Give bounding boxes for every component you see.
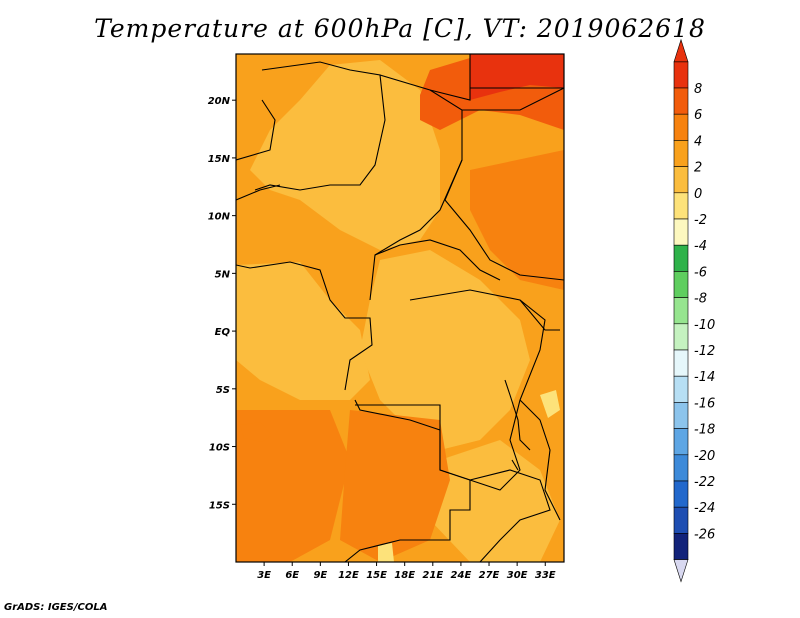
colorbar-segment [673,61,689,89]
lon-tick-label: 24E [451,570,472,581]
lat-tick-label: 15N [208,154,231,165]
warmer-zone-south [340,410,450,562]
lat-tick-label: 5N [215,269,231,280]
colorbar-segment [673,454,689,482]
cool-zone-central [250,60,440,250]
colorbar-label: 0 [694,187,702,202]
colorbar-segment [673,375,689,403]
country-borders [236,54,564,562]
lon-tick-label: 6E [285,570,299,581]
colorbar-label: -8 [694,292,707,307]
lon-tick-label: 9E [313,570,327,581]
colorbar-label: 8 [694,82,702,97]
warmer-zone-east [470,150,564,290]
colorbar-segment [673,349,689,377]
colorbar-label: 2 [694,161,702,176]
cool-patch-east [540,390,560,418]
colorbar-label: -22 [694,475,715,490]
colorbar-label: 6 [694,108,702,123]
colorbar-segment [673,218,689,246]
colorbar-segment [673,192,689,220]
lat-tick-label: EQ [215,327,231,338]
colorbar: 8 6 4 2 0 -2 -4 -6 -8 -10 -12 -14 -16 -18 -20 -22 -24 -26 [673,38,715,583]
colorbar-label: -26 [694,527,715,542]
warmer-zone-southwest [236,410,350,562]
colorbar-label: -6 [694,265,707,280]
colorbar-segment [673,166,689,194]
temperature-map [235,53,565,563]
colorbar-label: -12 [694,344,715,359]
latitude-axis: 20N 15N 10N 5N EQ 5S 10S 15S [208,96,236,511]
hot-patch-southwest [240,422,272,442]
lon-tick-label: 21E [422,570,443,581]
lon-tick-label: 18E [394,570,415,581]
lon-tick-label: 30E [507,570,528,581]
longitude-axis: 3E 6E 9E 12E 15E 18E 21E 24E 27E 30E 33E [257,562,556,581]
cool-zone-southeast [430,440,560,562]
colorbar-segment [673,323,689,351]
grads-credit: GrADS: IGES/COLA [4,602,108,613]
cool-zone-congo [360,250,530,450]
colorbar-label: -20 [694,449,715,464]
colorbar-label: -14 [694,370,715,385]
colorbar-label: -24 [694,501,715,516]
colorbar-segment [673,480,689,508]
colorbar-label: -10 [694,318,715,333]
lat-tick-label: 20N [208,96,231,107]
border-car [374,239,501,281]
colorbar-segment [673,271,689,298]
lat-tick-label: 10N [208,212,231,223]
lon-tick-label: 33E [535,570,556,581]
colorbar-label: -16 [694,396,715,411]
border-niger-chad [369,74,463,301]
map-frame-border [235,53,565,563]
border-zambia [469,469,551,562]
lat-tick-label: 15S [209,500,230,511]
colorbar-label: -4 [694,239,707,254]
lon-tick-label: 3E [257,570,271,581]
colorbar-label: -18 [694,423,715,438]
colorbar-segment [673,87,689,115]
border-sahel [254,61,386,191]
border-west-coast [236,99,373,391]
map-title: Temperature at 600hPa [C], VT: 201906261… [94,14,706,43]
colorbar-segment [673,506,689,534]
lat-tick-label: 10S [209,443,230,454]
border-angola [344,404,471,562]
colorbar-label: 4 [694,134,702,149]
colorbar-segment [673,113,689,141]
lon-tick-label: 15E [366,570,387,581]
colorbar-top-arrow [673,38,689,63]
temperature-field [236,54,564,562]
colorbar-bottom-arrow [673,559,689,583]
lat-tick-label: 5S [216,385,230,396]
lon-tick-label: 27E [479,570,500,581]
cool-patch-south [378,543,394,562]
colorbar-segment [673,297,689,325]
border-libya-sudan [429,54,564,111]
cool-zone-west [236,262,370,400]
colorbar-segment [673,244,689,272]
border-lakes [504,379,531,471]
colorbar-label: -2 [694,213,707,228]
border-east [519,299,561,521]
colorbar-segment [673,428,689,456]
lon-tick-label: 12E [338,570,359,581]
colorbar-segment [673,533,689,560]
colorbar-segment [673,140,689,167]
border-drc [354,289,546,491]
border-sudan-south [444,159,564,281]
colorbar-segment [673,402,689,429]
